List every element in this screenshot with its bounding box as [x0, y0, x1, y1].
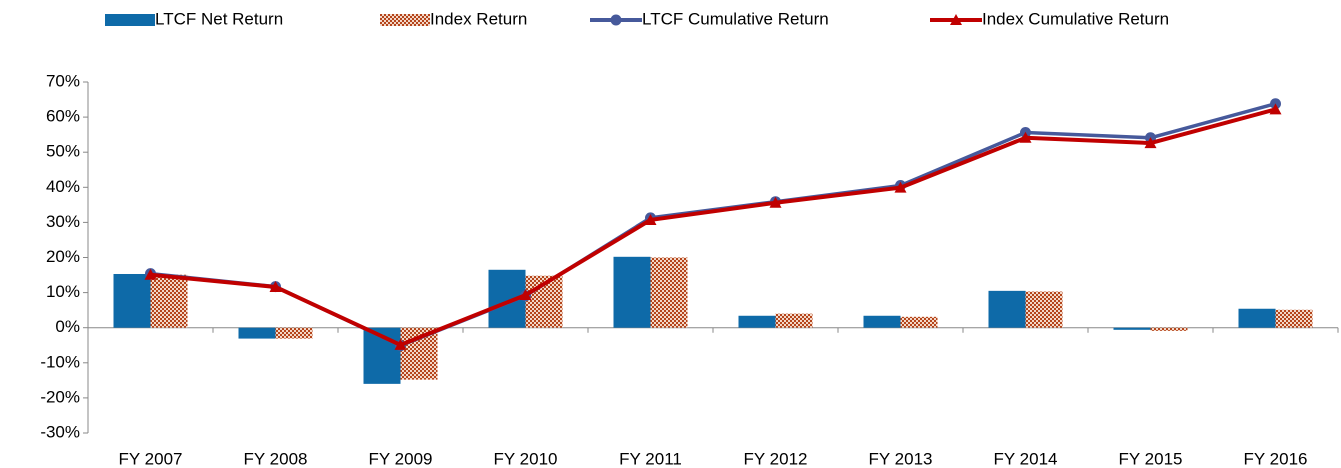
legend-label: Index Return — [430, 9, 527, 28]
bar — [1113, 327, 1151, 330]
bar — [275, 327, 313, 339]
legend-label: LTCF Cumulative Return — [642, 9, 829, 28]
y-tick-label: -10% — [40, 352, 80, 371]
legend-marker — [610, 14, 622, 26]
marker — [769, 196, 782, 208]
bar — [738, 315, 776, 328]
bar — [238, 327, 276, 339]
bar — [1238, 308, 1276, 328]
legend-marker — [950, 14, 962, 25]
y-tick-label: 50% — [46, 142, 80, 161]
x-tick-label: FY 2011 — [619, 449, 682, 468]
y-tick-label: 40% — [46, 177, 80, 196]
legend-swatch — [105, 14, 155, 26]
legend-swatch — [380, 14, 430, 26]
x-tick-label: FY 2007 — [119, 449, 183, 468]
bar — [650, 257, 688, 328]
marker — [644, 213, 657, 225]
bar — [900, 316, 938, 328]
marker — [394, 338, 407, 350]
bar — [1150, 327, 1188, 331]
y-tick-label: 70% — [46, 71, 80, 90]
marker — [1019, 131, 1032, 143]
bar — [863, 315, 901, 328]
bar — [1025, 291, 1063, 328]
bar — [988, 290, 1026, 328]
y-tick-label: 30% — [46, 212, 80, 231]
y-tick-label: -30% — [40, 422, 80, 441]
y-tick-label: 20% — [46, 247, 80, 266]
line — [150, 107, 1277, 348]
x-tick-label: FY 2015 — [1119, 449, 1183, 468]
legend-label: LTCF Net Return — [155, 9, 283, 28]
legend-label: Index Cumulative Return — [982, 9, 1169, 28]
marker — [144, 268, 157, 280]
bar — [613, 256, 651, 328]
x-tick-label: FY 2008 — [244, 449, 308, 468]
marker — [269, 280, 282, 292]
bar — [113, 273, 151, 328]
bar — [150, 274, 188, 328]
bar — [1275, 309, 1313, 328]
x-tick-label: FY 2012 — [744, 449, 808, 468]
y-tick-label: 0% — [55, 317, 80, 336]
y-tick-label: 60% — [46, 107, 80, 126]
marker — [519, 289, 532, 301]
marker — [1269, 103, 1282, 115]
x-tick-label: FY 2010 — [494, 449, 558, 468]
marker — [1144, 137, 1157, 149]
bar — [775, 313, 813, 328]
x-tick-label: FY 2016 — [1244, 449, 1308, 468]
marker — [894, 181, 907, 193]
x-tick-label: FY 2014 — [994, 449, 1058, 468]
x-tick-label: FY 2009 — [369, 449, 433, 468]
y-tick-label: -20% — [40, 387, 80, 406]
x-tick-label: FY 2013 — [869, 449, 933, 468]
y-tick-label: 10% — [46, 282, 80, 301]
